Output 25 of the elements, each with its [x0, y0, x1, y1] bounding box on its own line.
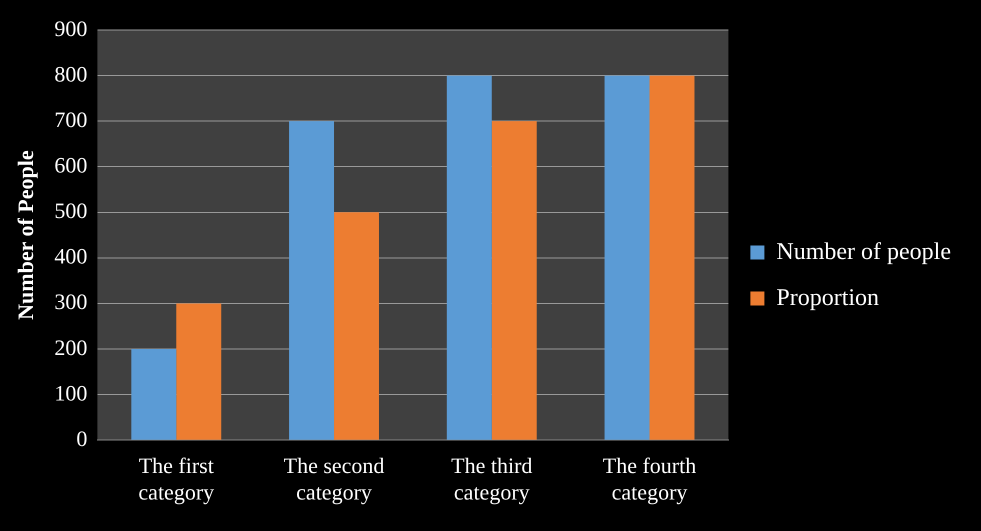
y-tick-label: 600	[54, 152, 88, 178]
bar	[289, 121, 334, 440]
y-tick-label: 300	[54, 289, 88, 314]
y-tick-label: 0	[76, 426, 88, 451]
x-tick-label: The third category	[451, 453, 532, 505]
y-tick-label: 100	[54, 380, 88, 406]
y-tick-label: 800	[54, 61, 88, 86]
x-tick-label: The first category	[138, 453, 214, 505]
bar	[492, 121, 537, 440]
bar	[334, 212, 379, 440]
y-tick-label: 500	[54, 198, 88, 224]
y-tick-label: 200	[54, 334, 88, 360]
bar	[446, 76, 492, 440]
y-axis-title: Number of People	[12, 150, 38, 320]
y-tick-label: 400	[54, 244, 88, 269]
legend-label: Number of people	[776, 238, 951, 265]
y-tick-label: 700	[54, 106, 88, 132]
x-tick-label: The fourth category	[602, 453, 696, 505]
y-tick-label: 900	[54, 16, 88, 41]
bar	[650, 76, 694, 440]
x-tick-label: The second category	[284, 453, 384, 505]
bar	[176, 303, 222, 440]
bar	[604, 76, 650, 440]
legend-label: Proportion	[776, 284, 880, 311]
bar	[131, 349, 176, 440]
